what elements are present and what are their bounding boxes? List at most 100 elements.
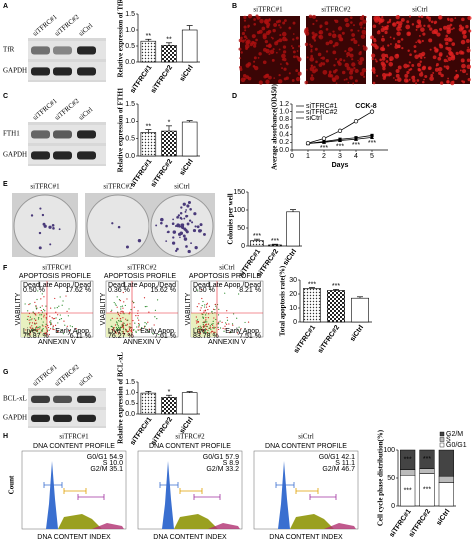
cell xyxy=(304,42,309,47)
bar xyxy=(351,297,369,323)
cell xyxy=(455,69,458,72)
cell xyxy=(254,65,259,71)
event xyxy=(33,318,36,320)
plot-title: DNA CONTENT PROFILE xyxy=(265,443,347,450)
event xyxy=(45,323,47,325)
cell xyxy=(275,51,278,54)
lane-label: siCtrl xyxy=(77,372,94,388)
event xyxy=(154,316,156,318)
event xyxy=(200,327,202,329)
event xyxy=(27,310,29,312)
cell xyxy=(244,39,247,41)
cell xyxy=(243,19,247,22)
significance: ** xyxy=(146,123,152,130)
event xyxy=(36,298,38,301)
cell xyxy=(273,23,278,27)
event xyxy=(111,328,113,331)
quadrant-label: Early Apop. xyxy=(140,328,176,335)
event xyxy=(118,331,121,333)
event xyxy=(205,317,207,319)
event xyxy=(115,321,118,323)
blot-band xyxy=(53,130,72,139)
event xyxy=(205,319,207,321)
y-tick-label: 20 xyxy=(289,291,297,298)
cell xyxy=(292,21,296,25)
cell xyxy=(374,45,379,50)
event xyxy=(202,329,205,332)
event xyxy=(244,321,246,324)
cell xyxy=(406,31,412,37)
cell xyxy=(423,24,426,27)
stat-label: S 11.1 xyxy=(335,460,355,467)
event xyxy=(43,314,45,316)
bar xyxy=(140,132,157,157)
event xyxy=(209,327,211,329)
event xyxy=(199,328,201,330)
cell xyxy=(332,44,336,48)
quadrant-label: Late Apop./Dead xyxy=(124,282,176,289)
cell xyxy=(262,60,267,65)
legend-label: siTFRC#2 xyxy=(306,109,338,116)
blot-band xyxy=(77,67,96,76)
event xyxy=(225,323,228,325)
cell xyxy=(417,67,421,71)
cell xyxy=(270,36,273,39)
event xyxy=(129,326,131,328)
cell xyxy=(353,67,356,70)
event xyxy=(122,311,124,313)
event xyxy=(229,331,231,333)
event xyxy=(68,329,71,332)
plot-label: siTFRC#2 xyxy=(127,264,157,272)
cell xyxy=(370,43,374,46)
cell xyxy=(415,28,418,31)
cell xyxy=(381,25,384,28)
event xyxy=(202,300,204,303)
quadrant-label: Late Apop./Dead xyxy=(39,282,91,289)
event xyxy=(195,320,197,322)
event xyxy=(148,330,150,333)
cell xyxy=(382,76,386,80)
cell xyxy=(423,78,425,81)
axis-label: VIABILITY xyxy=(15,292,22,325)
cell xyxy=(384,26,389,31)
event xyxy=(198,303,200,305)
colony xyxy=(202,232,206,236)
cell xyxy=(279,26,282,29)
event xyxy=(39,306,41,308)
cell xyxy=(352,82,355,85)
colony xyxy=(39,207,42,210)
event xyxy=(201,328,204,330)
stat-label: S 8.9 xyxy=(223,460,239,467)
x-tick-label: siTFRC#2 xyxy=(150,158,174,189)
cell xyxy=(349,16,353,20)
colony xyxy=(171,222,175,226)
gate xyxy=(309,494,337,500)
colony xyxy=(180,206,183,209)
y-tick-label: 0.0 xyxy=(125,153,135,160)
marker xyxy=(322,140,326,144)
plot-title: APOPTOSIS PROFILE xyxy=(19,273,92,280)
cell xyxy=(271,58,275,62)
event xyxy=(61,304,63,306)
legend-swatch xyxy=(439,442,445,448)
colony xyxy=(192,228,197,233)
cell xyxy=(285,62,288,65)
event xyxy=(212,327,214,329)
event xyxy=(214,326,216,329)
cell xyxy=(413,45,417,48)
colony xyxy=(172,218,174,221)
plot-title: DNA CONTENT PROFILE xyxy=(33,443,115,450)
blot-band xyxy=(53,395,72,403)
colony xyxy=(49,243,52,246)
event xyxy=(127,331,129,333)
colony xyxy=(182,202,186,206)
colony xyxy=(187,249,191,254)
cell xyxy=(451,28,453,31)
event xyxy=(224,325,226,327)
cell xyxy=(382,66,386,71)
y-tick-label: 30 xyxy=(289,277,297,284)
cell xyxy=(349,75,354,80)
event xyxy=(226,310,228,312)
event xyxy=(41,311,44,313)
x-tick-label: siCtrl xyxy=(349,324,365,343)
